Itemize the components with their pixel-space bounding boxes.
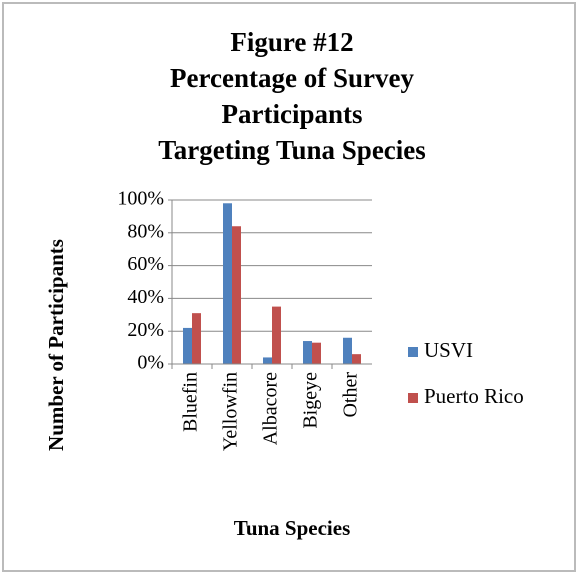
y-tick-label: 0% [137, 352, 164, 374]
x-tick-label: Yellowfin [220, 372, 242, 451]
y-tick-label: 80% [127, 220, 164, 242]
bar [312, 342, 321, 364]
bar [303, 341, 312, 364]
x-tick-label: Bigeye [300, 372, 322, 429]
y-tick-label: 40% [127, 286, 164, 308]
bar [232, 226, 241, 364]
bar [343, 337, 352, 364]
bar [192, 313, 201, 364]
chart-title: Figure #12 [230, 27, 353, 57]
bar [223, 203, 232, 364]
y-tick-label: 20% [127, 319, 164, 341]
y-tick-label: 60% [127, 253, 164, 275]
bar [263, 357, 272, 364]
x-tick-label: Other [340, 372, 362, 418]
legend-swatch [408, 393, 418, 403]
bar [272, 306, 281, 364]
bar [183, 327, 192, 364]
y-tick-label: 100% [117, 188, 164, 210]
legend-swatch [408, 347, 418, 357]
chart-border [2, 2, 576, 572]
chart-title: Percentage of Survey [170, 63, 414, 93]
chart-title: Participants [222, 99, 363, 129]
x-tick-label: Albacore [260, 372, 282, 445]
x-tick-label: Bluefin [180, 372, 202, 432]
bar [352, 354, 361, 364]
x-axis-label: Tuna Species [234, 516, 351, 540]
legend-label: Puerto Rico [424, 384, 524, 408]
legend-label: USVI [424, 338, 473, 362]
chart-title: Targeting Tuna Species [158, 135, 426, 165]
y-axis-label: Number of Participants [44, 239, 68, 451]
